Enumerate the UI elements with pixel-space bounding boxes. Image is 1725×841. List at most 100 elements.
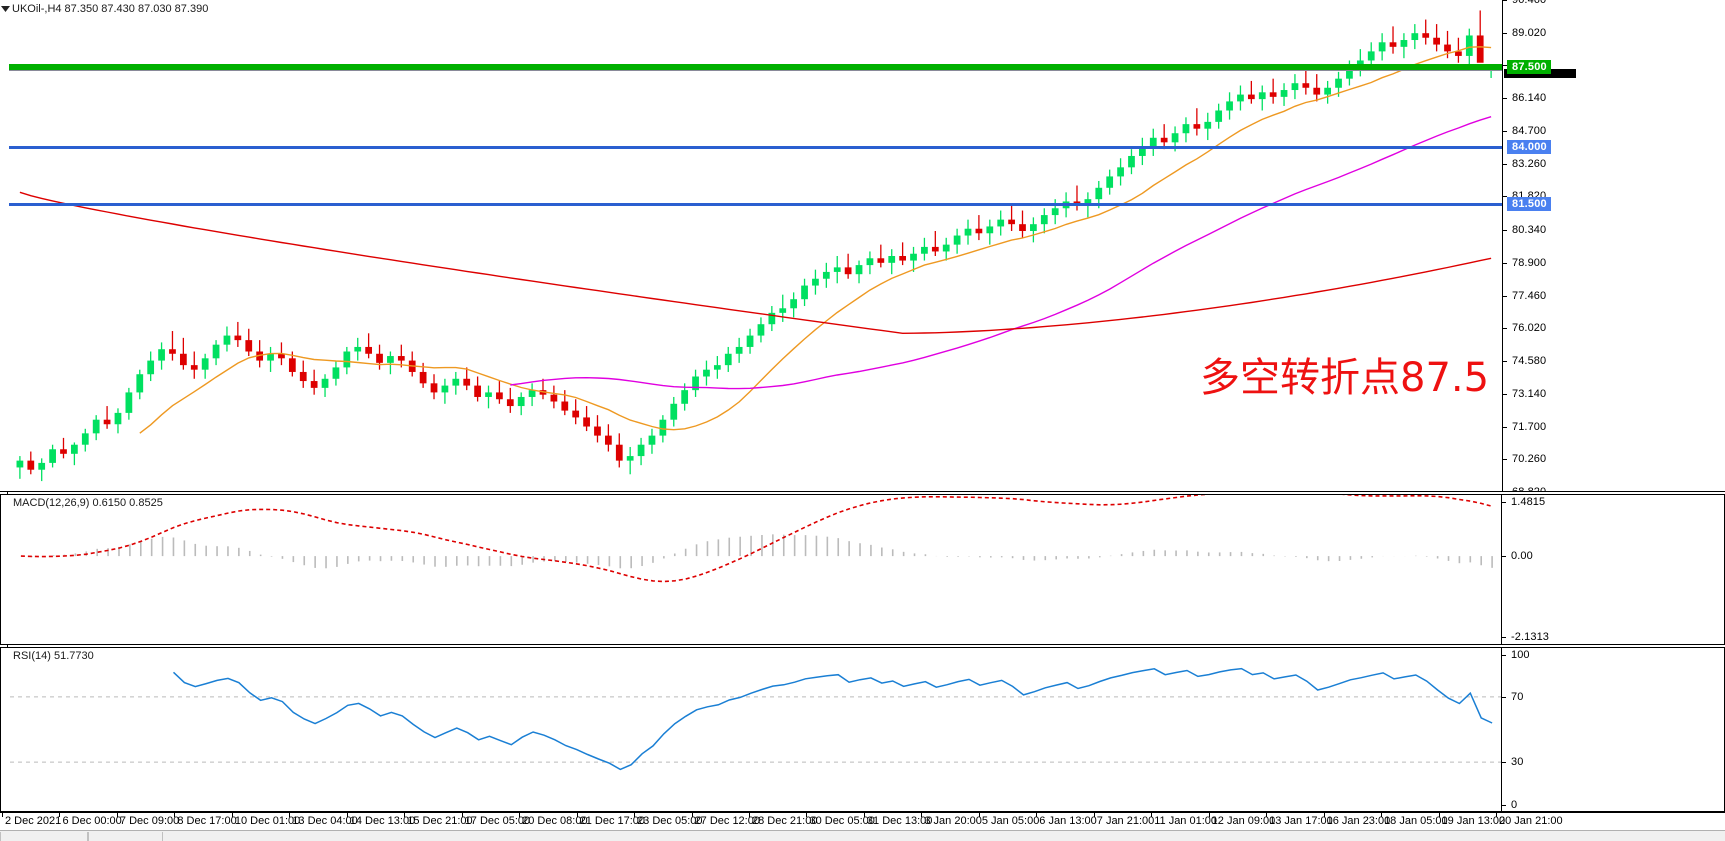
macd-histogram-svg (20, 495, 1493, 583)
time-axis-label: 13 Jan 17:00 (1269, 815, 1333, 827)
time-tick-mark (1381, 813, 1383, 817)
time-axis-label: 21 Dec 17:00 (579, 815, 646, 827)
time-axis-label: 5 Jan 05:00 (981, 815, 1040, 827)
price-tick: 83.260 (1503, 158, 1546, 170)
price-plot-area[interactable] (9, 0, 1502, 491)
time-axis-label: 6 Dec 00:00 (62, 815, 122, 827)
time-tick-mark (806, 813, 808, 817)
time-tick-mark (231, 813, 233, 817)
time-tick-mark (1323, 813, 1325, 817)
rsi-line-svg (10, 667, 1503, 771)
time-axis-label: 3 Jan 20:00 (924, 815, 982, 827)
price-axis: 90.46089.02087.58086.14084.70083.26081.8… (1502, 0, 1725, 491)
rsi-pane-label: RSI(14) 51.7730 (13, 650, 94, 662)
time-tick-mark (1438, 813, 1440, 817)
current-price-line (9, 69, 1502, 71)
time-tick-mark (346, 813, 348, 817)
taskbar-item-2[interactable] (88, 832, 163, 841)
price-chart-pane[interactable]: UKOil-,H4 87.350 87.430 87.030 87.390 90… (0, 0, 1725, 492)
price-level-line-87-500[interactable] (9, 64, 1502, 71)
time-axis-label: 20 Jan 21:00 (1499, 815, 1563, 827)
price-tick: 73.140 (1503, 388, 1546, 400)
time-tick-mark (863, 813, 865, 817)
time-tick-mark (1036, 813, 1038, 817)
time-axis-label: 14 Dec 13:00 (349, 815, 416, 827)
time-tick-mark (174, 813, 176, 817)
price-tick: 70.260 (1503, 453, 1546, 465)
price-tick: 74.580 (1503, 355, 1546, 367)
rsi-tick: 100 (1502, 649, 1530, 661)
rsi-pane[interactable]: RSI(14) 51.7730 100 70 30 0 (0, 647, 1725, 812)
price-tick: 90.460 (1503, 0, 1546, 6)
price-tick: 77.460 (1503, 290, 1546, 302)
taskbar-item-1[interactable] (0, 832, 88, 841)
macd-tick: 0.00 (1502, 550, 1533, 562)
price-level-tag-87-500: 87.500 (1507, 60, 1551, 75)
chart-annotation: 多空转折点87.5 (1200, 355, 1490, 401)
price-tick: 68.820 (1503, 486, 1546, 491)
taskbar[interactable] (0, 830, 1725, 841)
time-tick-mark (691, 813, 693, 817)
rsi-plot-area[interactable] (10, 648, 1503, 811)
price-candles-svg (16, 10, 1495, 482)
time-tick-mark (1093, 813, 1095, 817)
macd-pane[interactable]: MACD(12,26,9) 0.6150 0.8525 1.4815 0.00 -2… (0, 494, 1725, 645)
time-axis-label: 30 Dec 05:00 (809, 815, 875, 827)
macd-tick: -2.1313 (1502, 631, 1549, 643)
price-tick: 76.020 (1503, 322, 1546, 334)
time-tick-mark (1266, 813, 1268, 817)
time-tick-mark (404, 813, 406, 817)
time-axis-label: 2 Dec 2021 (5, 815, 62, 827)
time-axis-label: 11 Jan 01:00 (1154, 815, 1218, 827)
time-axis-label: 18 Jan 05:00 (1384, 815, 1448, 827)
price-tick: 78.900 (1503, 257, 1546, 269)
price-level-line-84-000[interactable] (9, 145, 1502, 149)
time-tick-mark (576, 813, 578, 817)
time-axis-label: 20 Dec 08:00 (522, 815, 588, 827)
time-axis-label: 23 Dec 05:00 (637, 815, 703, 827)
macd-tick: 1.4815 (1502, 496, 1545, 508)
time-axis-label: 19 Jan 13:00 (1441, 815, 1506, 827)
price-level-tag-81-500: 81.500 (1507, 196, 1551, 211)
time-axis-label: 10 Dec 01:00 (234, 815, 301, 827)
time-tick-mark (1151, 813, 1153, 817)
time-tick-mark (1496, 813, 1497, 817)
time-axis-label: 8 Dec 17:00 (177, 815, 237, 827)
time-axis-label: 16 Jan 23:00 (1326, 815, 1391, 827)
time-axis-label: 17 Dec 05:00 (464, 815, 531, 827)
time-axis: 2 Dec 2021 6 Dec 00:00 7 Dec 09:00 8 Dec 17… (0, 812, 1725, 830)
macd-axis: 1.4815 0.00 -2.1313 (1501, 495, 1724, 644)
price-tick: 89.020 (1503, 27, 1546, 39)
time-axis-label: 13 Dec 04:00 (292, 815, 358, 827)
time-tick-mark (116, 813, 118, 817)
time-axis-label: 12 Jan 09:00 (1211, 815, 1276, 827)
price-level-tag-84-000: 84.000 (1507, 139, 1551, 154)
time-tick-mark (634, 813, 636, 817)
macd-pane-label: MACD(12,26,9) 0.6150 0.8525 (13, 497, 163, 509)
time-axis-label: 27 Dec 12:00 (694, 815, 760, 827)
triangle-down-icon[interactable] (0, 2, 10, 14)
rsi-tick: 30 (1502, 756, 1523, 768)
time-axis-label: 7 Jan 21:00 (1096, 815, 1155, 827)
price-level-line-81-500[interactable] (9, 202, 1502, 206)
rsi-axis: 100 70 30 0 (1501, 648, 1724, 811)
rsi-tick: 0 (1502, 799, 1517, 811)
rsi-tick: 70 (1502, 691, 1523, 703)
time-tick-mark (289, 813, 291, 817)
price-tick: 80.340 (1503, 224, 1546, 236)
time-tick-mark (1208, 813, 1210, 817)
time-tick-mark (519, 813, 521, 817)
time-axis-label: 31 Dec 13:00 (866, 815, 933, 827)
time-axis-label: 6 Jan 13:00 (1039, 815, 1097, 827)
time-tick-mark (2, 813, 3, 817)
price-tick: 71.700 (1503, 421, 1546, 433)
price-tick: 86.140 (1503, 92, 1546, 104)
macd-plot-area[interactable] (10, 495, 1503, 644)
time-tick-mark (921, 813, 923, 817)
price-pane-label: UKOil-,H4 87.350 87.430 87.030 87.390 (12, 3, 209, 15)
price-tick: 84.700 (1503, 125, 1546, 137)
time-tick-mark (59, 813, 61, 817)
time-axis-label: 7 Dec 09:00 (119, 815, 180, 827)
time-axis-label: 28 Dec 21:00 (752, 815, 818, 827)
